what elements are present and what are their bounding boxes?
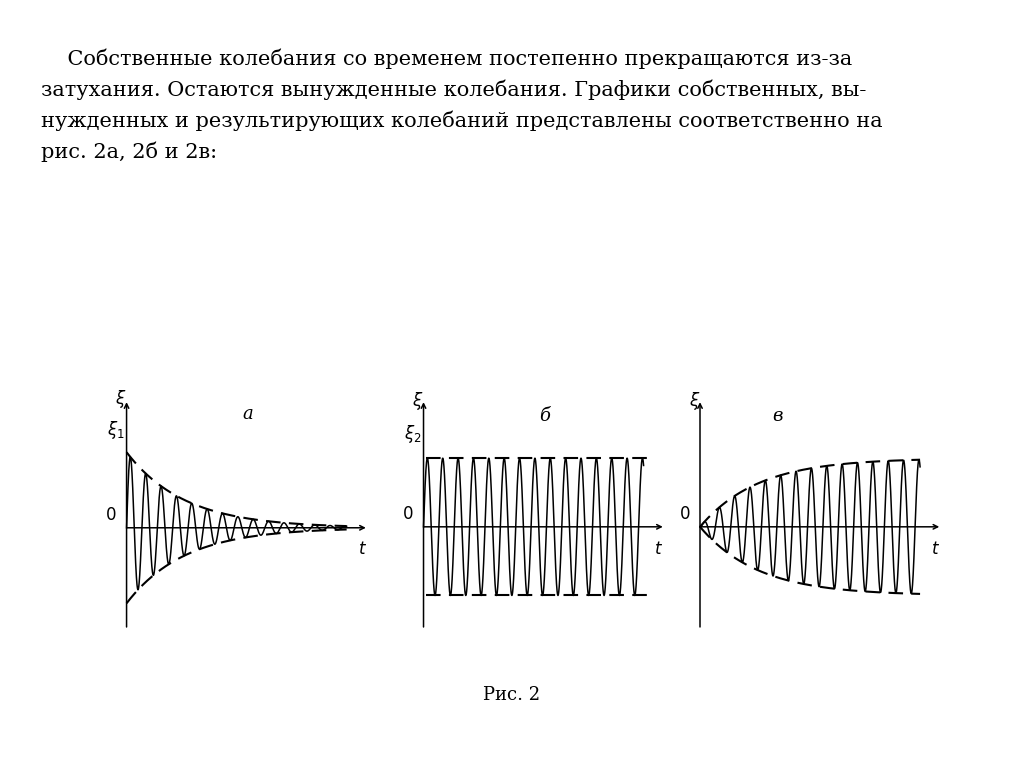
Text: Рис. 2: Рис. 2 (483, 686, 541, 704)
Text: $\xi$: $\xi$ (116, 389, 127, 410)
Text: в: в (772, 407, 782, 425)
Text: $0$: $0$ (105, 507, 117, 524)
Text: $\xi_1$: $\xi_1$ (106, 419, 124, 441)
Text: $\xi$: $\xi$ (689, 390, 700, 412)
Text: б: б (539, 407, 550, 425)
Text: Собственные колебания со временем постепенно прекращаются из-за
затухания. Остаю: Собственные колебания со временем постеп… (41, 48, 883, 162)
Text: $\xi_2$: $\xi_2$ (403, 422, 421, 445)
Text: $\xi$: $\xi$ (413, 390, 424, 412)
Text: $t$: $t$ (654, 541, 664, 558)
Text: $0$: $0$ (679, 506, 690, 523)
Text: $t$: $t$ (357, 541, 367, 558)
Text: а: а (243, 406, 253, 423)
Text: $0$: $0$ (402, 506, 414, 523)
Text: $t$: $t$ (931, 541, 940, 558)
